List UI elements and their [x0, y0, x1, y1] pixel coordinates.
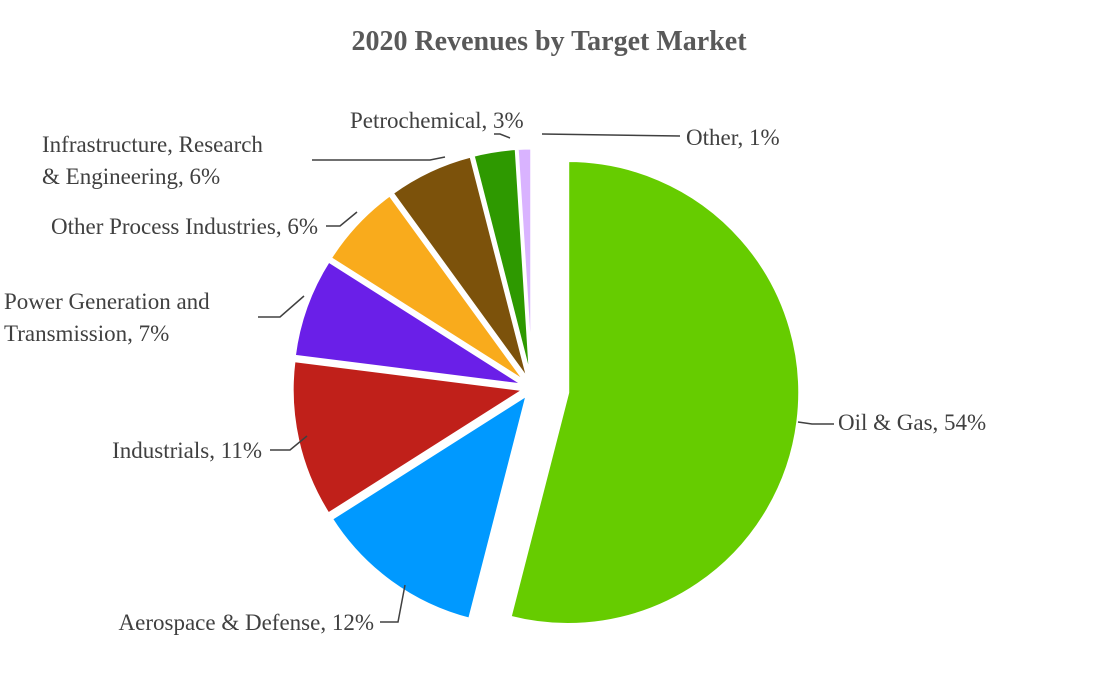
- leader-line: [312, 156, 446, 161]
- pie-slice-aerospace-defense: [329, 391, 530, 622]
- pie-slice-power-generation-and-transmission: [292, 258, 526, 387]
- data-label: Petrochemical, 3%: [350, 108, 524, 133]
- leader-line: [797, 421, 834, 425]
- data-label: Oil & Gas, 54%: [838, 410, 986, 435]
- data-label: Industrials, 11%: [112, 438, 262, 463]
- pie-slice-other-process-industries: [328, 192, 528, 384]
- data-label: Aerospace & Defense, 12%: [119, 610, 374, 635]
- leader-line: [258, 295, 305, 318]
- pie-slice-oil-gas: [508, 159, 802, 626]
- data-label: Power Generation and Transmission, 7%: [4, 289, 210, 346]
- data-label: Other Process Industries, 6%: [51, 214, 318, 239]
- leader-line: [380, 584, 406, 623]
- pie-slice-other: [515, 146, 534, 381]
- leader-line: [541, 133, 681, 137]
- data-label: Infrastructure, Research & Engineering, 6…: [42, 132, 263, 189]
- leader-line: [326, 211, 358, 227]
- pie-slice-infrastructure-research-engineering: [390, 154, 531, 382]
- data-label: Other, 1%: [686, 125, 780, 150]
- chart-title: 2020 Revenues by Target Market: [351, 26, 747, 57]
- pie-slice-industrials: [290, 358, 529, 517]
- leader-line: [494, 133, 511, 139]
- leader-line: [270, 435, 308, 451]
